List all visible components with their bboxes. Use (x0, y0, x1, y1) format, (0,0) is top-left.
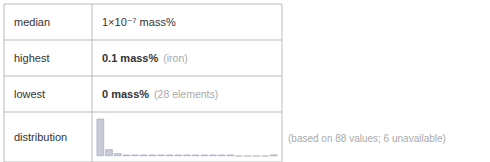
svg-text:1×10⁻⁷ mass%: 1×10⁻⁷ mass% (102, 16, 176, 28)
svg-text:(iron): (iron) (163, 52, 188, 64)
svg-text:(28 elements): (28 elements) (154, 88, 218, 100)
svg-text:median: median (14, 16, 50, 28)
svg-text:distribution: distribution (14, 131, 67, 143)
svg-text:highest: highest (14, 52, 49, 64)
svg-text:(based on 88 values; 6 unavail: (based on 88 values; 6 unavailable) (288, 133, 446, 144)
svg-text:0 mass%: 0 mass% (102, 88, 149, 100)
svg-text:0.1 mass%: 0.1 mass% (102, 52, 158, 64)
svg-text:lowest: lowest (14, 88, 45, 100)
